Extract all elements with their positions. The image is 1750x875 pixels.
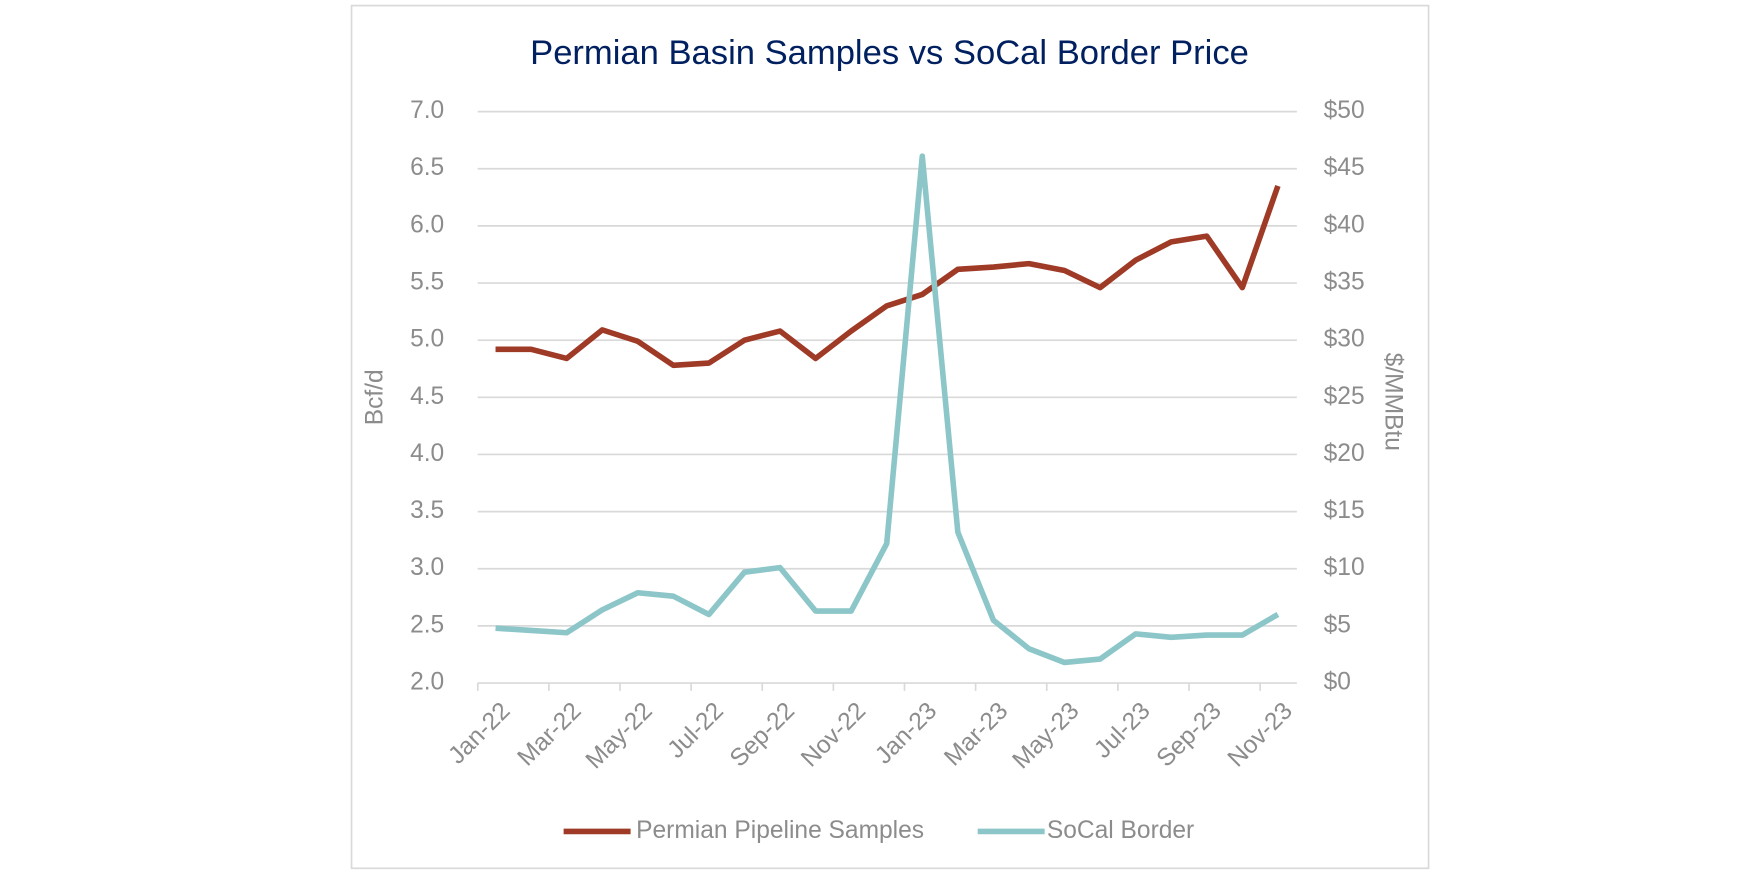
- legend-label: SoCal Border: [1047, 817, 1194, 844]
- y-tick-label: 2.5: [410, 611, 444, 638]
- y-tick-label: 3.5: [410, 497, 444, 524]
- series-line: [495, 153, 1280, 666]
- y-tick-label: 2.0: [410, 669, 444, 696]
- y-tick-label: 7.0: [410, 97, 444, 124]
- y2-tick-label: $0: [1324, 669, 1351, 696]
- y-tick-label: 6.0: [410, 211, 444, 238]
- y2-tick-label: $40: [1324, 211, 1365, 238]
- y2-tick-label: $10: [1324, 554, 1365, 581]
- y2-tick-label: $5: [1324, 611, 1351, 638]
- y-tick-label: 5.0: [410, 326, 444, 353]
- chart-title: Permian Basin Samples vs SoCal Border Pr…: [530, 34, 1249, 72]
- y2-tick-label: $25: [1324, 383, 1365, 410]
- y2-tick-label: $35: [1324, 269, 1365, 296]
- y-tick-label: 4.5: [410, 383, 444, 410]
- y-tick-label: 4.0: [410, 440, 444, 467]
- y2-axis-title: $/MMBtu: [1379, 353, 1406, 451]
- chart-frame: [350, 4, 1430, 870]
- y2-tick-label: $30: [1324, 326, 1365, 353]
- legend-label: Permian Pipeline Samples: [636, 817, 924, 844]
- y-tick-label: 5.5: [410, 269, 444, 296]
- series-line: [495, 184, 1281, 369]
- y2-tick-label: $50: [1324, 97, 1365, 124]
- y-tick-label: 6.5: [410, 154, 444, 181]
- y-axis-title: Bcf/d: [362, 369, 389, 425]
- y-tick-label: 3.0: [410, 554, 444, 581]
- y2-tick-label: $15: [1324, 497, 1365, 524]
- y2-tick-label: $45: [1324, 154, 1365, 181]
- y2-tick-label: $20: [1324, 440, 1365, 467]
